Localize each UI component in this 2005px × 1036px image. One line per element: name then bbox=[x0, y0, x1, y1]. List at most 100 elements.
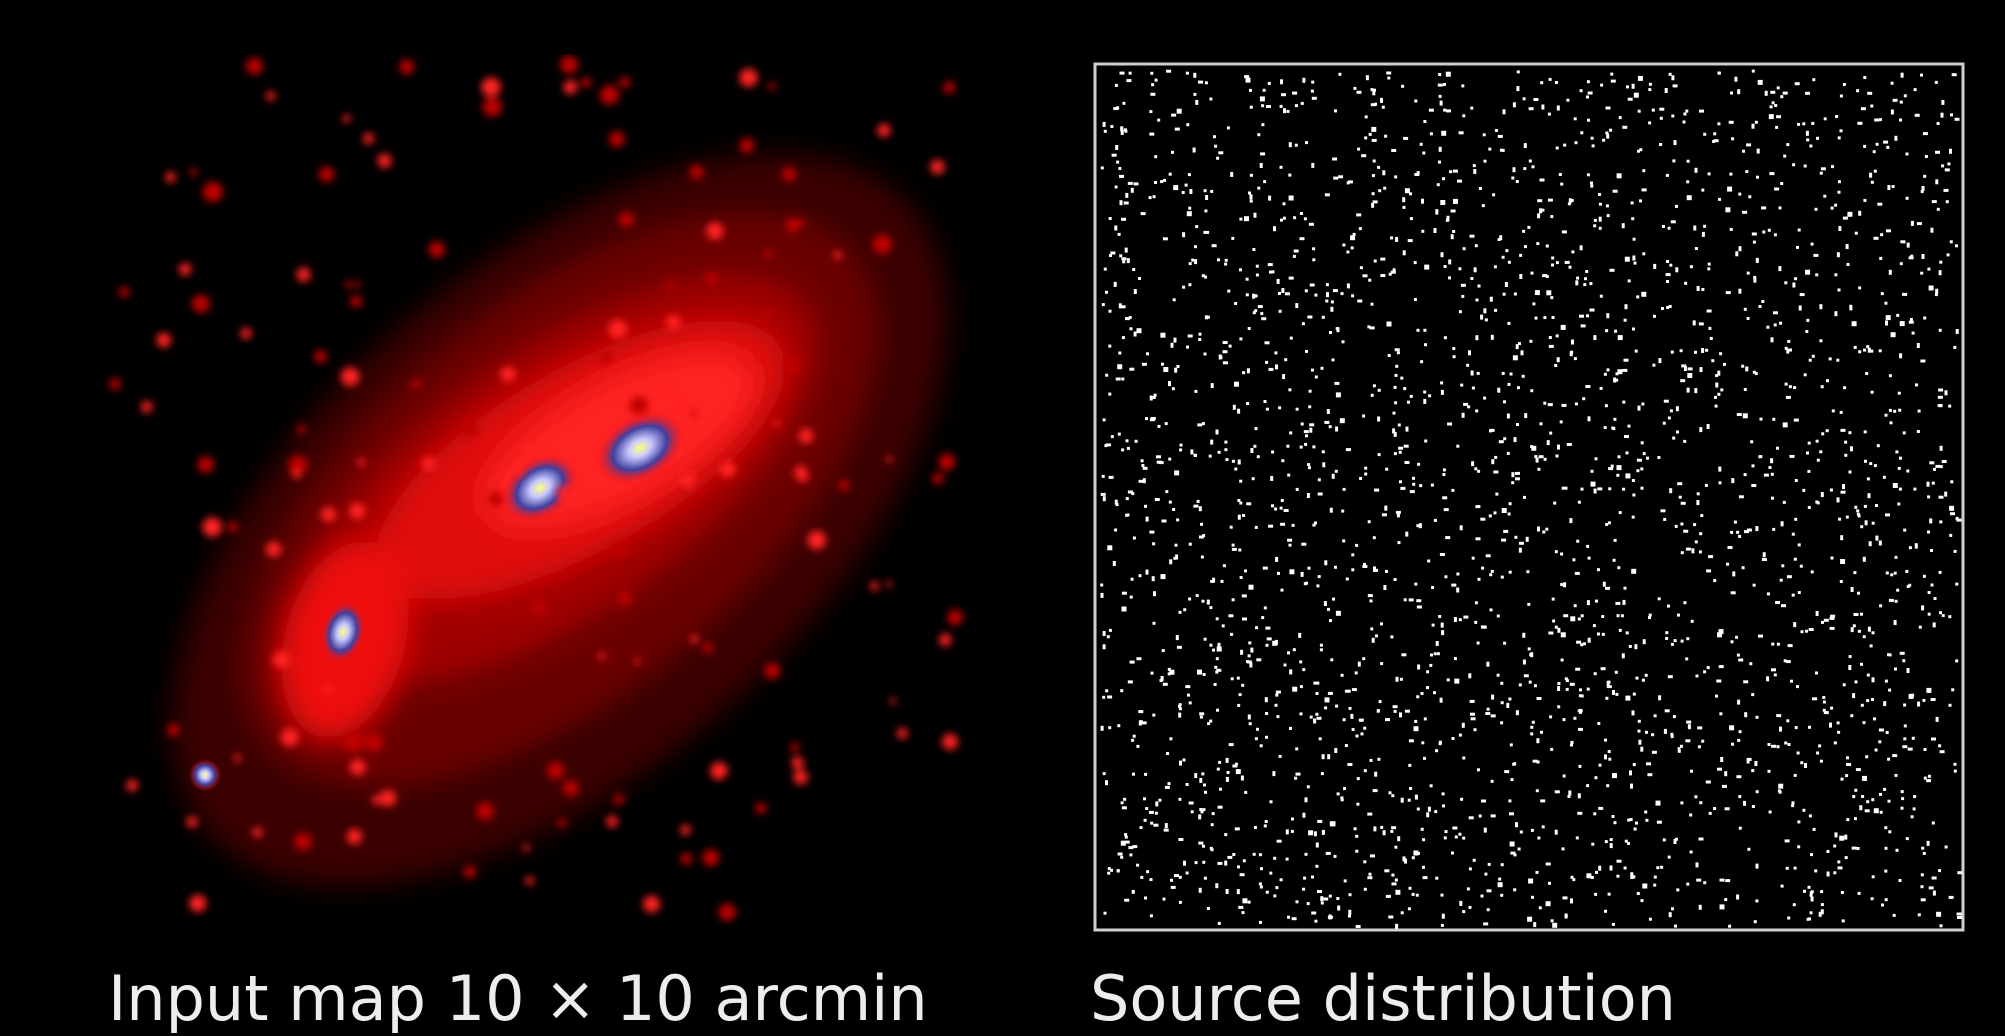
source-dot bbox=[1232, 853, 1235, 856]
source-dot bbox=[1693, 320, 1696, 325]
source-dot bbox=[1619, 116, 1622, 119]
source-dot bbox=[1385, 570, 1388, 573]
source-dot bbox=[1572, 558, 1575, 561]
source-dot bbox=[1511, 177, 1514, 180]
source-dot bbox=[1565, 261, 1570, 264]
source-dot bbox=[1560, 183, 1563, 186]
source-dot bbox=[1503, 642, 1506, 645]
source-dot bbox=[1531, 272, 1534, 275]
source-dot bbox=[1752, 805, 1755, 808]
source-dot bbox=[1737, 739, 1740, 742]
point-source bbox=[797, 471, 809, 483]
source-dot bbox=[1717, 768, 1722, 771]
source-dot bbox=[1211, 823, 1214, 826]
source-dot bbox=[1715, 374, 1718, 377]
source-dot bbox=[1778, 266, 1781, 271]
source-dot bbox=[1645, 731, 1648, 734]
source-dot bbox=[1824, 619, 1829, 622]
source-dot bbox=[1205, 316, 1208, 319]
source-dot bbox=[1397, 351, 1400, 354]
source-dot bbox=[1843, 83, 1846, 86]
source-dot bbox=[1351, 568, 1354, 571]
source-dot bbox=[1133, 735, 1136, 738]
source-dot bbox=[1586, 873, 1591, 878]
source-dot bbox=[1559, 173, 1562, 176]
source-dot bbox=[1187, 694, 1190, 697]
source-dot bbox=[1141, 212, 1146, 215]
source-dot bbox=[1440, 101, 1443, 106]
source-dot bbox=[1795, 82, 1800, 85]
source-dot bbox=[1372, 139, 1377, 142]
source-dot bbox=[1103, 122, 1106, 127]
source-dot bbox=[1336, 611, 1341, 616]
source-dot bbox=[1153, 195, 1156, 198]
source-dot bbox=[1526, 537, 1529, 542]
source-dot bbox=[1553, 502, 1556, 505]
source-dot bbox=[1477, 768, 1480, 771]
source-dot bbox=[1177, 365, 1180, 368]
source-dot bbox=[1768, 229, 1771, 232]
source-dot bbox=[1633, 238, 1636, 241]
source-dot bbox=[1794, 867, 1797, 870]
source-dot bbox=[1834, 311, 1837, 316]
source-dot bbox=[1168, 782, 1171, 785]
source-dot bbox=[1880, 233, 1883, 236]
source-dot bbox=[1885, 680, 1888, 683]
source-dot bbox=[1249, 663, 1252, 668]
source-dot bbox=[1869, 541, 1872, 546]
source-dot bbox=[1435, 877, 1438, 880]
source-dot bbox=[1904, 94, 1907, 97]
source-dot bbox=[1898, 409, 1901, 412]
source-dot bbox=[1700, 367, 1703, 372]
source-dot bbox=[1577, 812, 1582, 815]
source-dot bbox=[1332, 474, 1335, 479]
source-dot bbox=[1210, 440, 1213, 445]
source-dot bbox=[1632, 256, 1635, 261]
source-dot bbox=[1200, 716, 1203, 719]
source-dot bbox=[1164, 829, 1169, 832]
source-dot bbox=[1254, 213, 1257, 218]
source-dot bbox=[1601, 667, 1606, 670]
source-dot bbox=[1389, 791, 1392, 794]
source-dot bbox=[1575, 668, 1580, 671]
source-dot bbox=[1630, 784, 1633, 789]
source-dot bbox=[1421, 199, 1424, 204]
source-dot bbox=[1780, 182, 1783, 185]
source-dot bbox=[1616, 474, 1619, 477]
source-dot bbox=[1819, 304, 1822, 309]
source-dot bbox=[1690, 265, 1693, 268]
source-dot bbox=[1124, 202, 1129, 205]
source-dot bbox=[1612, 690, 1615, 695]
source-dot bbox=[1171, 114, 1176, 117]
source-dot bbox=[1341, 292, 1344, 295]
point-source bbox=[167, 724, 179, 736]
source-dot bbox=[1523, 496, 1526, 499]
source-dot bbox=[1198, 842, 1203, 845]
source-dot bbox=[1238, 549, 1241, 552]
source-dot bbox=[1836, 359, 1839, 362]
source-dot bbox=[1214, 666, 1217, 669]
source-dot bbox=[1328, 692, 1333, 695]
source-dot bbox=[1708, 327, 1711, 330]
source-dot bbox=[1605, 697, 1608, 700]
source-dot bbox=[1578, 793, 1581, 798]
source-dot bbox=[1161, 574, 1166, 579]
source-dot bbox=[1153, 824, 1158, 827]
source-dot bbox=[1815, 208, 1818, 211]
source-dot bbox=[1239, 218, 1242, 221]
source-dot bbox=[1859, 805, 1862, 810]
source-dot bbox=[1414, 726, 1419, 731]
source-dot bbox=[1548, 882, 1551, 885]
source-dot bbox=[1616, 875, 1619, 878]
source-dot bbox=[1485, 318, 1488, 321]
source-dot bbox=[1590, 185, 1593, 188]
source-dot bbox=[1231, 677, 1234, 680]
source-dot bbox=[1315, 713, 1318, 716]
source-dot bbox=[1140, 876, 1143, 879]
source-dot bbox=[1877, 203, 1882, 206]
source-dot bbox=[1121, 841, 1126, 846]
source-dot bbox=[1489, 573, 1492, 576]
source-dot bbox=[1776, 115, 1781, 118]
point-source bbox=[666, 315, 681, 330]
source-dot bbox=[1408, 799, 1411, 802]
